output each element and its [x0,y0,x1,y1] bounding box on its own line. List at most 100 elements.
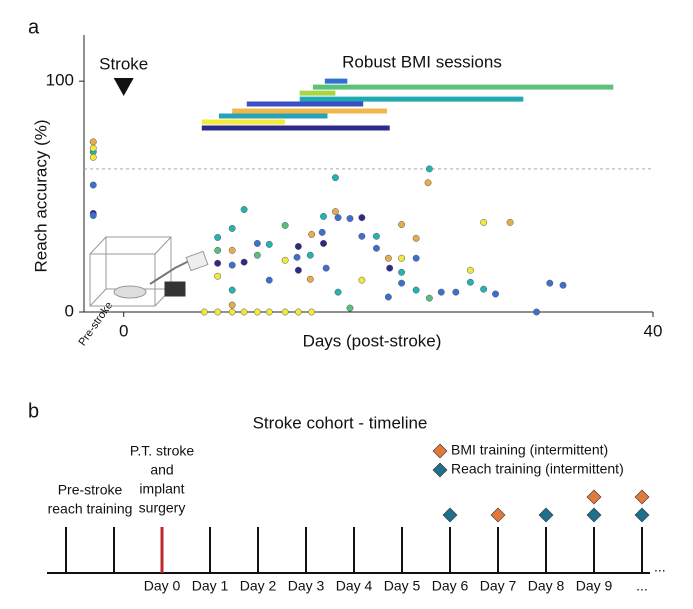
point [228,308,236,316]
point [306,275,314,283]
point [89,138,97,146]
point [334,288,342,296]
point [437,288,445,296]
point [253,308,261,316]
point [466,278,474,286]
point [214,308,222,316]
point [294,242,302,250]
pre-stroke-label: Pre-stroke [76,300,115,348]
legend-marker [432,443,448,459]
y-tick-label: 100 [46,71,74,90]
point [424,179,432,187]
x-tick-label: 0 [119,321,128,340]
day-label: Day 9 [576,578,613,594]
point [228,224,236,232]
point [506,218,514,226]
point [466,266,474,274]
annotation: Stroke [99,54,148,73]
reach-marker [538,507,554,523]
point [346,215,354,222]
point [89,153,97,161]
day-label: Day 0 [144,578,181,594]
point [228,261,236,269]
illustration [89,236,209,307]
point [425,165,433,173]
point [398,254,406,262]
point [559,281,567,289]
point [384,293,392,301]
point [240,258,248,266]
bmi-marker [634,489,650,505]
point [318,228,326,236]
point [412,254,420,262]
point [281,221,289,229]
point [398,268,406,276]
point [294,308,302,316]
stroke-marker [113,78,134,96]
point [240,308,248,316]
day-label: ... [636,578,648,594]
point [320,212,327,220]
point [228,286,236,294]
panel-label: b [28,400,39,422]
reach-marker [586,507,602,523]
point [293,253,301,261]
day-label: Day 8 [528,578,565,594]
point [306,251,314,259]
y-axis-label: Reach accuracy (%) [31,119,50,272]
day-label: Day 4 [336,578,373,594]
bmi-marker [586,489,602,505]
point [253,251,261,259]
point [214,259,222,267]
point [480,285,488,293]
x-axis-label: Days (post-stroke) [303,331,442,350]
day-label: Day 7 [480,578,517,594]
point [452,288,460,296]
point [308,230,316,238]
point [398,221,406,228]
panel-label: a [28,16,40,38]
point [372,244,380,252]
point [346,304,354,312]
day-label: Day 3 [288,578,325,594]
point [492,290,499,298]
point [89,144,97,152]
stroke-label: and [150,462,173,478]
point [412,234,420,242]
chart-title: Robust BMI sessions [342,52,502,71]
stroke-label: implant [139,481,184,497]
point [228,246,236,254]
point [320,239,327,247]
point [240,206,248,213]
day-label: Day 1 [192,578,229,594]
x-tick-label: 40 [644,321,663,340]
point [200,308,208,316]
reach-marker [442,507,458,523]
stroke-label: P.T. stroke [130,443,195,459]
pre-stroke-label: Pre-stroke [58,482,123,498]
point [425,294,433,302]
point [322,264,330,272]
point [214,233,222,241]
point [214,246,222,254]
legend-marker [432,462,448,478]
point [358,276,366,284]
point [533,308,541,316]
point [546,279,554,287]
bmi-marker [490,507,506,523]
point [358,232,366,240]
point [372,232,380,240]
reach-marker [634,507,650,523]
point [398,279,406,287]
continuation: ... [654,559,666,575]
pre-stroke-label: reach training [48,501,133,517]
timeline-title: Stroke cohort - timeline [253,413,428,432]
point [334,214,342,222]
point [386,264,394,272]
point [265,308,273,316]
point [384,254,392,262]
point [89,212,97,219]
stroke-label: surgery [139,500,186,516]
point [281,308,289,316]
